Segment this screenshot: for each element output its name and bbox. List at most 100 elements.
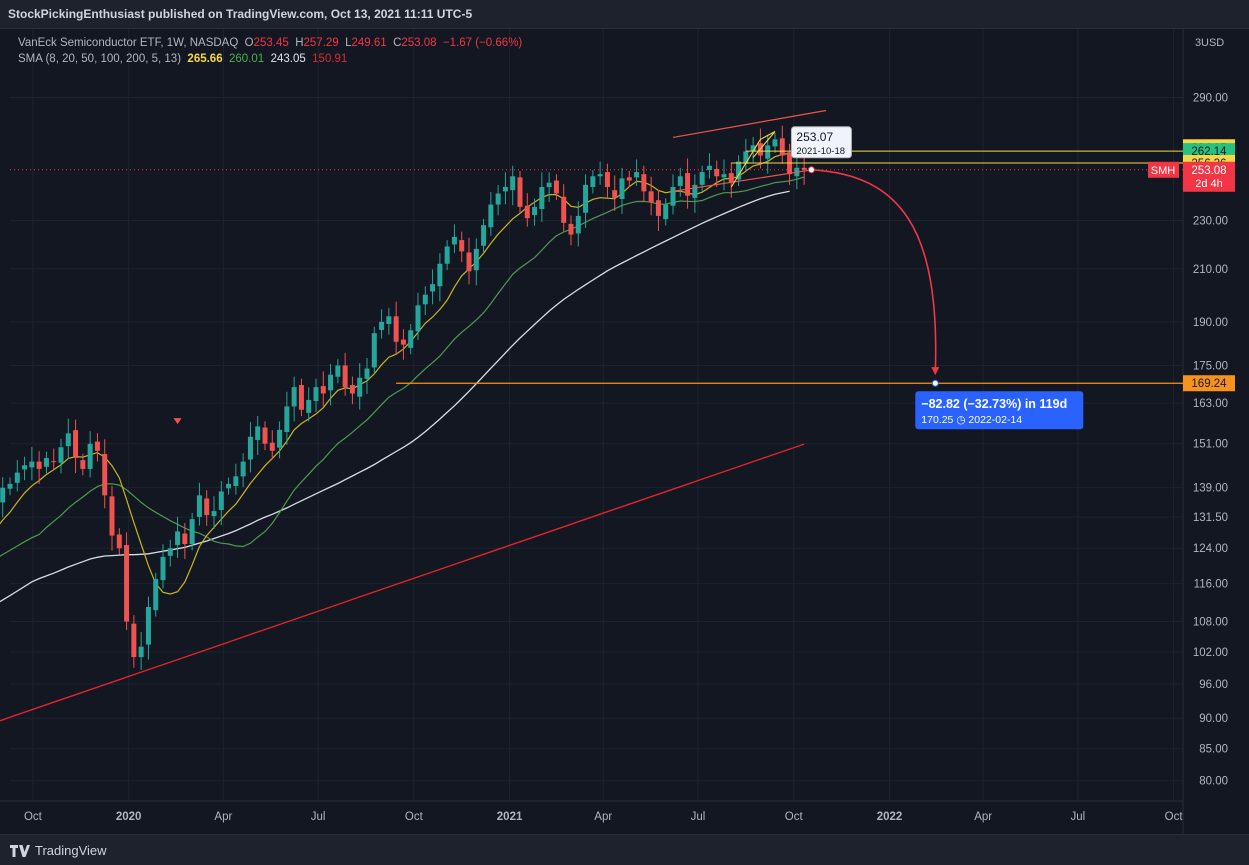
candle-body: [444, 246, 450, 264]
sma20-value: 260.01: [229, 53, 265, 65]
candle: [138, 632, 144, 670]
tooltip-date: 2021-10-18: [796, 146, 845, 157]
brand-name: TradingView: [35, 843, 107, 858]
candle-body: [451, 236, 457, 245]
info-box-line2: 170.25 ◷ 2022-02-14: [921, 414, 1022, 426]
candle: [539, 172, 545, 222]
candle: [80, 453, 86, 476]
candle: [124, 532, 130, 631]
candle-body: [692, 184, 698, 198]
y-tick-label: 163.00: [1193, 398, 1228, 410]
axis-prefix: 3: [1195, 37, 1201, 49]
candle-body: [502, 186, 508, 192]
price-chart[interactable]: 290.00 230.00 210.00 190.00 175.00 163.00 151.…: [0, 29, 1249, 834]
candle: [0, 477, 6, 518]
candle: [524, 193, 530, 227]
candle: [575, 201, 581, 247]
x-tick-label: Oct: [24, 811, 43, 823]
candle: [291, 376, 297, 422]
candle-body: [116, 534, 122, 549]
candle: [131, 615, 137, 668]
candle: [320, 371, 326, 407]
x-tick-label: 2021: [497, 811, 523, 823]
y-grid: [10, 97, 1183, 782]
candle: [102, 439, 108, 509]
candle: [488, 192, 494, 236]
close-label: C: [393, 37, 402, 49]
candle-body: [386, 316, 392, 324]
candle: [473, 238, 479, 286]
candle: [466, 237, 472, 285]
candle: [153, 572, 159, 617]
candle: [772, 133, 778, 153]
candle-body: [94, 441, 100, 451]
candle-body: [393, 316, 399, 342]
candle: [517, 171, 523, 214]
x-tick-label: Apr: [594, 811, 612, 823]
low-label: L: [345, 37, 352, 49]
candle-body: [466, 252, 472, 272]
wedge-upper-line: [672, 109, 827, 139]
candle: [692, 174, 698, 213]
candle: [145, 596, 151, 660]
candle: [568, 215, 574, 246]
candle-body: [36, 461, 42, 469]
y-tick-label: 108.00: [1193, 617, 1228, 629]
tradingview-brand[interactable]: TradingView: [10, 843, 107, 858]
x-tick-label: Oct: [785, 811, 804, 823]
candle: [306, 387, 312, 422]
candle-body: [561, 196, 567, 223]
sma-row: SMA (8, 20, 50, 100, 200, 5, 13) 265.66 …: [18, 51, 522, 67]
target-price-tag: 169.24: [1183, 375, 1235, 392]
x-tick-label: Jul: [1071, 811, 1086, 823]
change-value: −1.67 (−0.66%): [442, 37, 523, 49]
publish-info: StockPickingEnthusiast published on Trad…: [8, 7, 473, 21]
candle-body: [14, 472, 20, 483]
candle-body: [677, 176, 683, 186]
y-tick-label: 131.50: [1193, 512, 1228, 524]
candle-body: [320, 386, 326, 394]
candle: [415, 292, 421, 340]
candle: [7, 477, 13, 496]
candle: [765, 134, 771, 174]
currency-label: USD: [1201, 37, 1224, 49]
candle-body: [342, 365, 348, 388]
candle: [619, 167, 625, 215]
y-tick-label: 230.00: [1193, 216, 1228, 228]
candle-body: [189, 519, 195, 544]
price-tag-bg: [1183, 161, 1235, 192]
candle-body: [641, 174, 647, 192]
candle-body: [532, 206, 538, 216]
wedge-lower-line: [672, 169, 812, 192]
candle: [583, 174, 589, 228]
chart-area[interactable]: 290.00 230.00 210.00 190.00 175.00 163.00 151.…: [0, 29, 1249, 834]
candle: [160, 544, 166, 589]
candle-body: [590, 176, 596, 187]
candle: [196, 482, 202, 526]
candle-body: [400, 339, 406, 345]
sma50-line: [0, 190, 790, 603]
x-grid: [32, 29, 1175, 801]
candle-body: [145, 606, 151, 645]
candle-body: [87, 443, 93, 469]
candle-body: [685, 173, 691, 196]
sma8-value: 265.66: [187, 53, 223, 65]
candle-body: [80, 460, 86, 469]
chart-legend: VanEck Semiconductor ETF, 1W, NASDAQ O25…: [18, 35, 522, 67]
candle: [721, 159, 727, 191]
candle-body: [153, 579, 159, 611]
candle: [743, 138, 749, 173]
candle: [794, 153, 800, 190]
candle: [641, 165, 647, 203]
candle: [714, 160, 720, 187]
candle: [51, 448, 57, 471]
candle: [510, 165, 516, 206]
candle-body: [517, 177, 523, 207]
y-tick-label: 116.00: [1194, 579, 1228, 591]
candle: [648, 176, 654, 216]
candle-body: [706, 165, 712, 170]
candle: [36, 451, 42, 484]
arrow-head-icon: [931, 367, 940, 376]
candle-body: [568, 223, 574, 235]
y-tick-label: 210.00: [1193, 264, 1228, 276]
